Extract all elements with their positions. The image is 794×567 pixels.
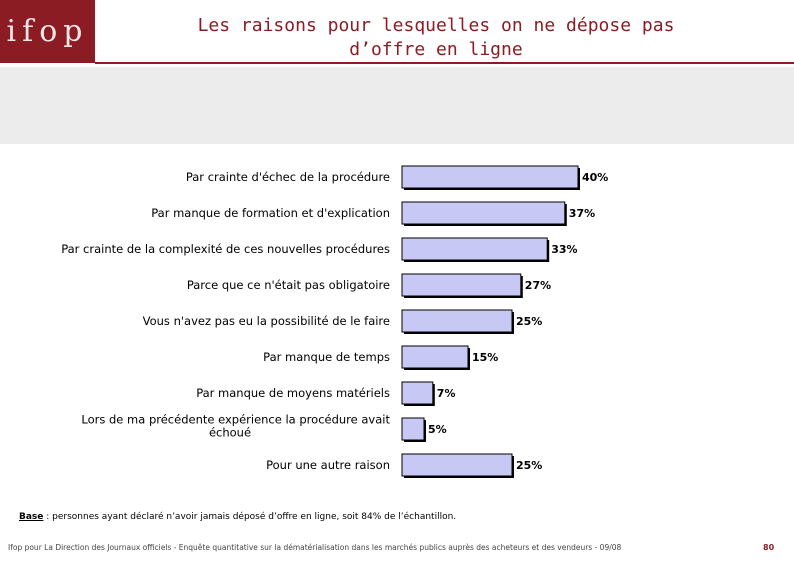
category-label-8-line-2: échoué [209,426,251,440]
bar-8 [401,417,425,441]
header-rule [95,62,794,64]
bar-7 [401,381,434,405]
ifop-logo: ifop [0,0,95,63]
value-label-2: 37% [569,207,595,220]
category-label-7: Par manque de moyens matériels [196,386,390,400]
bar-9 [401,453,513,477]
category-label-1: Par crainte d'échec de la procédure [186,170,390,184]
category-label-3: Par crainte de la complexité de ces nouv… [61,242,390,256]
value-label-1: 40% [582,171,608,184]
value-label-5: 25% [516,315,542,328]
value-label-3: 33% [551,243,577,256]
footnote-text: : personnes ayant déclaré n’avoir jamais… [43,512,457,522]
footnote: Base : personnes ayant déclaré n’avoir j… [19,512,456,522]
gray-band [0,67,794,144]
footer-source: Ifop pour La Direction des Journaux offi… [8,543,622,552]
bar-6 [401,345,469,369]
footnote-base-label: Base [19,512,44,522]
title-line-2: d’offre en ligne [349,39,523,60]
page-number: 80 [763,543,775,552]
bar-5 [401,309,513,333]
value-label-7: 7% [437,387,456,400]
bar-4 [401,273,522,297]
bar-3 [401,237,548,261]
logo-text: ifop [6,14,89,49]
category-label-2: Par manque de formation et d'explication [151,206,390,220]
value-label-8: 5% [428,423,447,436]
category-label-9: Pour une autre raison [266,458,390,472]
value-label-6: 15% [472,351,498,364]
category-label-5: Vous n'avez pas eu la possibilité de le … [143,314,390,328]
page-title: Les raisons pour lesquelles on ne dépose… [100,14,772,62]
category-label-4: Parce que ce n'était pas obligatoire [187,278,390,292]
value-label-9: 25% [516,459,542,472]
bar-1 [401,165,579,189]
value-label-4: 27% [525,279,551,292]
category-label-8-line-1: Lors de ma précédente expérience la proc… [81,413,390,427]
bar-2 [401,201,566,225]
title-line-1: Les raisons pour lesquelles on ne dépose… [197,15,675,36]
category-label-6: Par manque de temps [263,350,390,364]
